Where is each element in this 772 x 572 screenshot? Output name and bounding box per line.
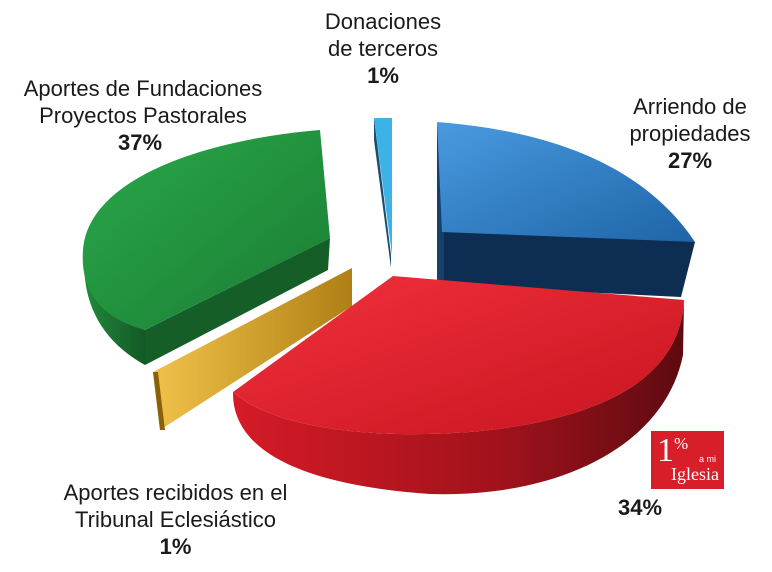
slice-fundaciones-side <box>84 250 145 365</box>
label-donaciones: Donaciones de terceros 1% <box>303 8 463 89</box>
iglesia-logo: 1 % a mi Iglesia <box>651 431 724 489</box>
logo-iglesia: Iglesia <box>671 464 719 484</box>
slice-fundaciones-front <box>145 238 330 365</box>
slice-arriendo-top <box>437 122 695 242</box>
slice-fundaciones <box>82 130 330 365</box>
logo-percent: % <box>674 434 689 453</box>
logo-ami: a mi <box>699 454 717 464</box>
label-tribunal-pct: 1% <box>159 534 192 559</box>
slice-tribunal-side <box>153 268 352 430</box>
slice-tribunal <box>153 268 352 430</box>
slice-donaciones <box>374 118 392 268</box>
label-arriendo-line2: propiedades <box>629 121 751 146</box>
label-arriendo-line1: Arriendo de <box>633 94 747 119</box>
label-fundaciones-line2: Proyectos Pastorales <box>39 103 247 128</box>
label-fundaciones: Aportes de Fundaciones Proyectos Pastora… <box>8 75 278 156</box>
label-arriendo: Arriendo de propiedades 27% <box>610 93 770 174</box>
slice-donaciones-side <box>374 118 391 268</box>
slice-fundaciones-top <box>82 130 330 330</box>
label-donaciones-line2: de terceros <box>327 36 439 61</box>
slice-arriendo <box>437 122 695 297</box>
slice-arriendo-inner <box>437 122 444 285</box>
label-fundaciones-pct: 37% <box>118 130 163 155</box>
slice-34-side <box>232 300 684 495</box>
slice-34-top <box>233 276 684 435</box>
label-donaciones-pct: 1% <box>367 63 399 88</box>
label-donaciones-line1: Donaciones <box>324 9 442 34</box>
slice-34 <box>232 276 684 495</box>
label-arriendo-pct: 27% <box>667 148 713 173</box>
slice-tribunal-edge <box>153 372 165 430</box>
slice-donaciones-top <box>374 118 392 255</box>
label-tribunal-line1: Aportes recibidos en el <box>63 480 288 505</box>
logo-one: 1 <box>657 432 674 469</box>
label-34-pct: 34% <box>617 495 663 520</box>
label-tribunal-line2: Tribunal Eclesiástico <box>75 507 276 532</box>
label-fundaciones-line1: Aportes de Fundaciones <box>23 76 263 101</box>
label-tribunal: Aportes recibidos en el Tribunal Eclesiá… <box>48 479 303 560</box>
label-34: 34% <box>600 494 680 521</box>
